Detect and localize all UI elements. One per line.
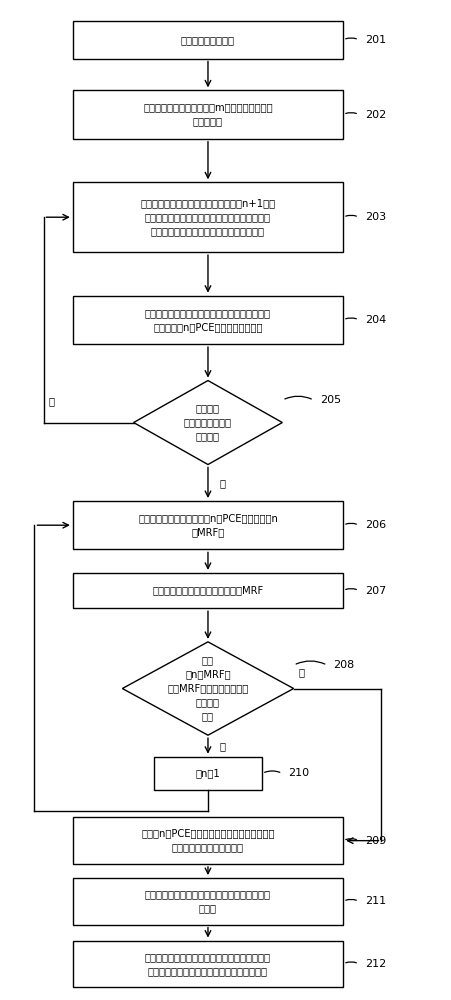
- Text: 在运动机构寿命周期内每隔m个收放循环取一个
离散时间点: 在运动机构寿命周期内每隔m个收放循环取一个 离散时间点: [143, 103, 272, 127]
- Text: 根据退化型设计参数和中间输入变量进行仿真，
获得构造第n阶PCE函数式的样本数据: 根据退化型设计参数和中间输入变量进行仿真， 获得构造第n阶PCE函数式的样本数据: [145, 308, 271, 332]
- Text: 否: 否: [219, 478, 225, 488]
- Text: 209: 209: [364, 836, 385, 846]
- Text: 208: 208: [332, 660, 354, 670]
- FancyBboxPatch shape: [73, 296, 342, 344]
- Text: 202: 202: [364, 110, 385, 120]
- FancyBboxPatch shape: [73, 573, 342, 608]
- Text: 根据第n阶PCE函数式构造时变极限状态函数，
获得时变可靠性灵敏度方程: 根据第n阶PCE函数式构造时变极限状态函数， 获得时变可靠性灵敏度方程: [141, 829, 274, 853]
- FancyBboxPatch shape: [73, 182, 342, 252]
- Text: 将n加1: 将n加1: [195, 768, 220, 778]
- FancyBboxPatch shape: [73, 90, 342, 139]
- Text: 根据样本数据，计算获得第n阶PCE函数式和第n
阶MRF。: 根据样本数据，计算获得第n阶PCE函数式和第n 阶MRF。: [138, 513, 277, 537]
- Text: 在离散时间点上，根据概率配点法，从n+1阶混
沌多项式的根中随机选择数值作为配点，所述配
点经过转换函数变换后，获得中间输入变量: 在离散时间点上，根据概率配点法，从n+1阶混 沌多项式的根中随机选择数值作为配点…: [140, 198, 275, 236]
- Text: 是: 是: [48, 396, 54, 406]
- Polygon shape: [122, 642, 293, 735]
- Text: 201: 201: [364, 35, 385, 45]
- Text: 205: 205: [319, 395, 340, 405]
- FancyBboxPatch shape: [153, 757, 262, 790]
- Text: 根据时变可靠性灵敏度方程绘制时变可靠性灵敏
度曲线: 根据时变可靠性灵敏度方程绘制时变可靠性灵敏 度曲线: [145, 889, 271, 913]
- Text: 判断
第n阶MRF与
估计MRF之差的绝对值是否
小于预设
阈值: 判断 第n阶MRF与 估计MRF之差的绝对值是否 小于预设 阈值: [167, 656, 248, 722]
- Polygon shape: [133, 381, 282, 465]
- FancyBboxPatch shape: [73, 501, 342, 549]
- Text: 获取退化型设计参数: 获取退化型设计参数: [180, 35, 235, 45]
- FancyBboxPatch shape: [73, 941, 342, 987]
- Text: 否: 否: [219, 741, 225, 751]
- Text: 根据时变可靠性灵敏度曲线进行可靠性灵敏度分
析，并计算获得运动机构的时变可靠性灵敏度: 根据时变可靠性灵敏度曲线进行可靠性灵敏度分 析，并计算获得运动机构的时变可靠性灵…: [145, 952, 271, 976]
- Text: 212: 212: [364, 959, 385, 969]
- Text: 获取基于仿真模型估计得到的估计MRF: 获取基于仿真模型估计得到的估计MRF: [152, 586, 263, 596]
- FancyBboxPatch shape: [73, 21, 342, 59]
- Text: 206: 206: [364, 520, 385, 530]
- Text: 207: 207: [364, 586, 385, 596]
- Text: 是: 是: [298, 667, 304, 677]
- Text: 203: 203: [364, 212, 385, 222]
- Text: 204: 204: [364, 315, 385, 325]
- Text: 判断样本
数据组成的矩阵是
否为病态: 判断样本 数据组成的矩阵是 否为病态: [184, 404, 231, 442]
- Text: 211: 211: [364, 896, 385, 906]
- Text: 210: 210: [288, 768, 308, 778]
- FancyBboxPatch shape: [73, 817, 342, 864]
- FancyBboxPatch shape: [73, 878, 342, 925]
